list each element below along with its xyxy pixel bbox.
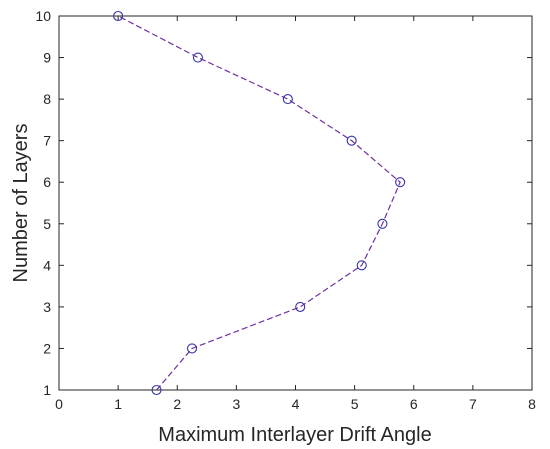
y-tick-label: 1 [43,382,51,398]
y-tick-label: 8 [43,91,51,107]
data-point-marker [295,301,306,312]
x-tick-label: 4 [292,396,300,412]
series-line [117,15,401,391]
plot-area [58,15,533,391]
x-tick-label: 5 [351,396,359,412]
y-axis-title: Number of Layers [10,124,32,283]
data-point-marker [356,260,367,271]
data-point-marker [192,52,203,63]
x-tick-label: 8 [528,396,536,412]
series-layer [113,10,406,396]
data-point-marker [282,94,293,105]
data-point-marker [151,384,162,396]
y-axis-ticks: 1 2 3 4 5 6 7 8 9 10 [35,8,532,398]
y-tick-label: 3 [43,299,51,315]
data-point-marker [395,177,406,188]
x-tick-label: 1 [114,396,122,412]
y-tick-label: 6 [43,174,51,190]
data-point-marker [346,135,357,146]
y-tick-label: 9 [43,50,51,66]
data-point-marker [186,343,198,354]
x-tick-label: 2 [173,396,181,412]
data-point-marker [377,218,388,229]
x-tick-label: 0 [55,396,63,412]
x-axis-title: Maximum Interlayer Drift Angle [158,424,431,446]
x-tick-label: 6 [410,396,418,412]
y-tick-label: 4 [43,257,51,273]
data-point-marker [113,10,124,22]
y-tick-label: 10 [35,8,51,24]
y-tick-label: 5 [43,216,51,232]
y-tick-label: 2 [43,340,51,356]
x-axis-ticks: 0 1 2 3 4 5 6 7 8 [55,16,536,412]
y-tick-label: 7 [43,133,51,149]
x-tick-label: 3 [232,396,240,412]
x-tick-label: 7 [469,396,477,412]
